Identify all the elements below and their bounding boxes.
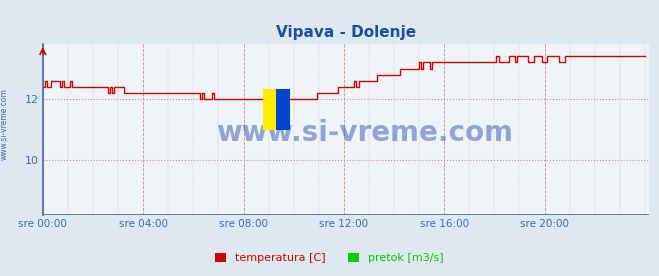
Legend: temperatura [C], pretok [m3/s]: temperatura [C], pretok [m3/s] xyxy=(211,249,448,268)
Title: Vipava - Dolenje: Vipava - Dolenje xyxy=(276,25,416,40)
Text: www.si-vreme.com: www.si-vreme.com xyxy=(215,119,513,147)
Bar xyxy=(276,89,289,130)
Bar xyxy=(263,89,276,130)
Text: www.si-vreme.com: www.si-vreme.com xyxy=(0,88,9,160)
